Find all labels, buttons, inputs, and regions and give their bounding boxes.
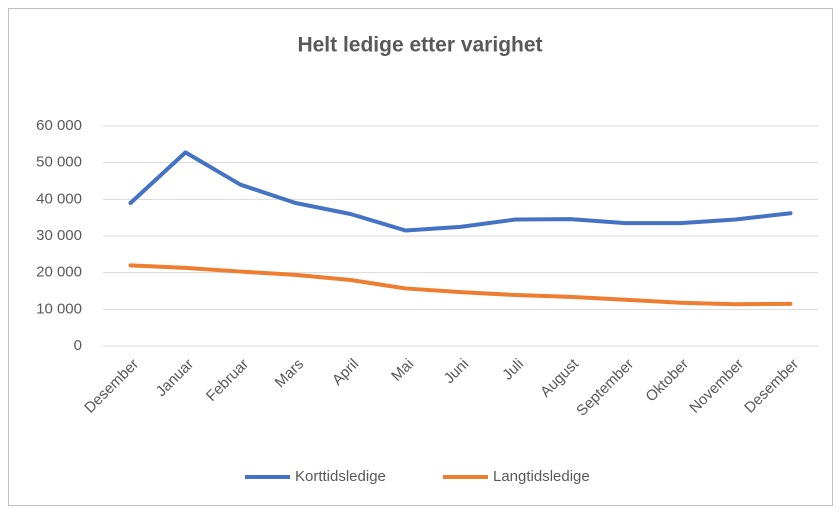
chart-title: Helt ledige etter varighet [297,34,542,57]
y-tick-label: 0 [74,337,82,354]
y-tick-label: 10 000 [36,300,82,317]
y-tick-label: 60 000 [36,117,82,134]
chart-frame [8,8,833,506]
y-tick-label: 40 000 [36,190,82,207]
y-tick-label: 30 000 [36,227,82,244]
series-line [128,263,793,307]
legend-label: Langtidsledige [493,468,590,485]
legend-label: Korttidsledige [295,468,386,485]
series-line [128,150,793,233]
y-tick-label: 50 000 [36,154,82,171]
y-tick-label: 20 000 [36,264,82,281]
